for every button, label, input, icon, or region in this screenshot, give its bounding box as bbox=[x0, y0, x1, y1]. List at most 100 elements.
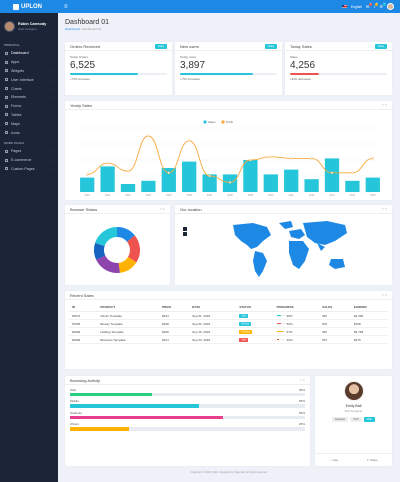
share-label: Share bbox=[369, 458, 378, 462]
nav-icon bbox=[5, 113, 8, 117]
sidebar-item-e-commerce[interactable]: E-commerce › bbox=[0, 156, 58, 165]
menu-toggle-icon[interactable]: ≡ bbox=[64, 3, 68, 10]
card-tools[interactable]: ▾ ✕ bbox=[382, 293, 387, 297]
sidebar-item-elements[interactable]: Elements › bbox=[0, 93, 58, 102]
chevron-right-icon: › bbox=[53, 112, 54, 117]
nav-icon bbox=[5, 158, 8, 162]
nav-label: Dashboard bbox=[11, 51, 29, 56]
avatar[interactable] bbox=[387, 3, 394, 10]
chevron-right-icon: › bbox=[53, 68, 54, 73]
share-button[interactable]: ⇪ Share bbox=[366, 458, 378, 462]
cell-progress: 67% bbox=[273, 327, 320, 336]
activity-percent: 35% bbox=[298, 388, 305, 392]
card-tools[interactable]: ▾ ✕ bbox=[160, 207, 165, 211]
tag-button[interactable]: Web bbox=[363, 417, 376, 422]
flag-icon bbox=[341, 4, 347, 9]
avatar[interactable] bbox=[4, 20, 15, 32]
table-row[interactable]: #6284 Business Template $124 Sep 23, 201… bbox=[69, 335, 388, 344]
line-point bbox=[208, 174, 211, 178]
nav-label: Tables bbox=[11, 112, 22, 117]
card-title: Our location bbox=[180, 206, 202, 212]
period-badge[interactable]: Daily bbox=[265, 43, 277, 49]
line-point bbox=[249, 158, 252, 162]
cell-date: Sep 01, 2018 bbox=[189, 311, 237, 320]
nav-icon bbox=[5, 87, 8, 91]
zoom-in-icon[interactable] bbox=[183, 227, 187, 231]
sidebar-item-forms[interactable]: Forms › bbox=[0, 102, 58, 111]
bar bbox=[243, 160, 258, 192]
tag-button[interactable]: Print bbox=[350, 417, 362, 422]
bell-icon[interactable]: ♪ 3 bbox=[373, 2, 378, 9]
sidebar-item-dashboard[interactable]: Dashboard › bbox=[0, 49, 58, 58]
x-tick-label: 2006 bbox=[187, 194, 193, 197]
browser-status-card: Browser Status ▾ ✕ bbox=[65, 205, 170, 285]
sidebar-item-user-interface[interactable]: User Interface › bbox=[0, 75, 58, 84]
tag-button[interactable]: Designer bbox=[331, 417, 349, 422]
stat-value: 4,256 bbox=[290, 60, 316, 71]
chevron-right-icon: › bbox=[53, 77, 54, 82]
chevron-right-icon: › bbox=[53, 166, 54, 171]
nav-label: Icons bbox=[11, 130, 20, 135]
nav-icon bbox=[5, 60, 8, 64]
gear-icon[interactable]: ⚙ 2 bbox=[379, 2, 386, 9]
table-row[interactable]: #7056 Beauty Template $198 Sep 02, 2018 … bbox=[69, 319, 388, 328]
zoom-out-icon[interactable] bbox=[183, 232, 187, 236]
nav-label: Elements bbox=[11, 95, 26, 100]
card-title: New users bbox=[180, 43, 199, 49]
breadcrumb-link[interactable]: Dashboard bbox=[65, 27, 80, 31]
cell-product: Beauty Template bbox=[97, 319, 160, 328]
sidebar-item-widgets[interactable]: Widgets › bbox=[0, 67, 58, 76]
language-selector[interactable]: English bbox=[350, 4, 363, 9]
sidebar-item-charts[interactable]: Charts › bbox=[0, 84, 58, 93]
cell-progress: 45% bbox=[273, 311, 320, 320]
line-point bbox=[351, 171, 354, 174]
activity-label: Students bbox=[70, 410, 82, 415]
nav-label: Maps bbox=[11, 121, 20, 126]
table-row[interactable]: #4572 Admin Template $444 Sep 01, 2018 S… bbox=[69, 311, 388, 320]
cell-earned: $768 bbox=[350, 319, 388, 328]
nav-label: Widgets bbox=[11, 68, 24, 73]
bar bbox=[263, 174, 278, 192]
sidebar-item-icons[interactable]: Icons › bbox=[0, 128, 58, 137]
activity-row: Others 25% bbox=[65, 422, 310, 431]
card-tools[interactable]: ▾ ✕ bbox=[382, 103, 387, 107]
legend-marker bbox=[221, 120, 225, 124]
logo[interactable]: UPLON bbox=[0, 0, 58, 13]
legend-label: Profit bbox=[226, 120, 233, 124]
notification-icon[interactable]: ✉ 4 bbox=[366, 2, 372, 9]
progress-bar bbox=[180, 73, 277, 75]
status-badge: Pending bbox=[239, 329, 253, 335]
user-profile[interactable]: Rubin Carmody Web Designer bbox=[0, 13, 58, 39]
donut-slice bbox=[118, 256, 137, 273]
progress-text: 45% bbox=[286, 313, 293, 318]
sidebar-item-apps[interactable]: Apps › bbox=[0, 58, 58, 67]
activity-bar bbox=[70, 415, 305, 420]
yearly-sales-chart: Sales Profit 2001 2002 2003 2004 2005 2006 2007 2… bbox=[77, 120, 383, 197]
x-tick-label: 2002 bbox=[105, 194, 111, 197]
card-tools[interactable]: ▾ ✕ bbox=[300, 378, 305, 382]
card-tools[interactable]: ▾ ✕ bbox=[382, 207, 387, 211]
nav-icon bbox=[5, 69, 8, 73]
like-button[interactable]: ♡ Like bbox=[329, 458, 339, 462]
progress-text: 52% bbox=[286, 321, 293, 326]
badge: 3 bbox=[374, 2, 378, 6]
table-row[interactable]: #6284 Holding Template $345 Sep 15, 2018… bbox=[69, 327, 388, 336]
sidebar-item-tables[interactable]: Tables › bbox=[0, 111, 58, 120]
card-title: Today Sales bbox=[290, 43, 312, 49]
line-point bbox=[126, 170, 130, 173]
nav-icon bbox=[5, 131, 8, 135]
cell-price: $444 bbox=[159, 311, 190, 320]
sidebar-item-custom-pages[interactable]: Custom Pages › bbox=[0, 165, 58, 174]
avatar[interactable] bbox=[343, 381, 364, 401]
cell-sales: 987 bbox=[319, 311, 351, 320]
donut-slice bbox=[127, 235, 140, 263]
x-tick-label: 2010 bbox=[268, 194, 274, 197]
progress-bar bbox=[70, 73, 167, 75]
sidebar-item-maps[interactable]: Maps › bbox=[0, 119, 58, 128]
zoom-controls bbox=[183, 227, 187, 236]
period-badge[interactable]: Daily bbox=[155, 43, 167, 49]
period-badge[interactable]: Daily bbox=[375, 43, 387, 49]
sidebar-item-pages[interactable]: Pages › bbox=[0, 147, 58, 156]
world-map bbox=[233, 221, 347, 277]
sidebar-nav: PRINCIPAL Dashboard › Apps › Widgets › User Int… bbox=[0, 39, 58, 173]
